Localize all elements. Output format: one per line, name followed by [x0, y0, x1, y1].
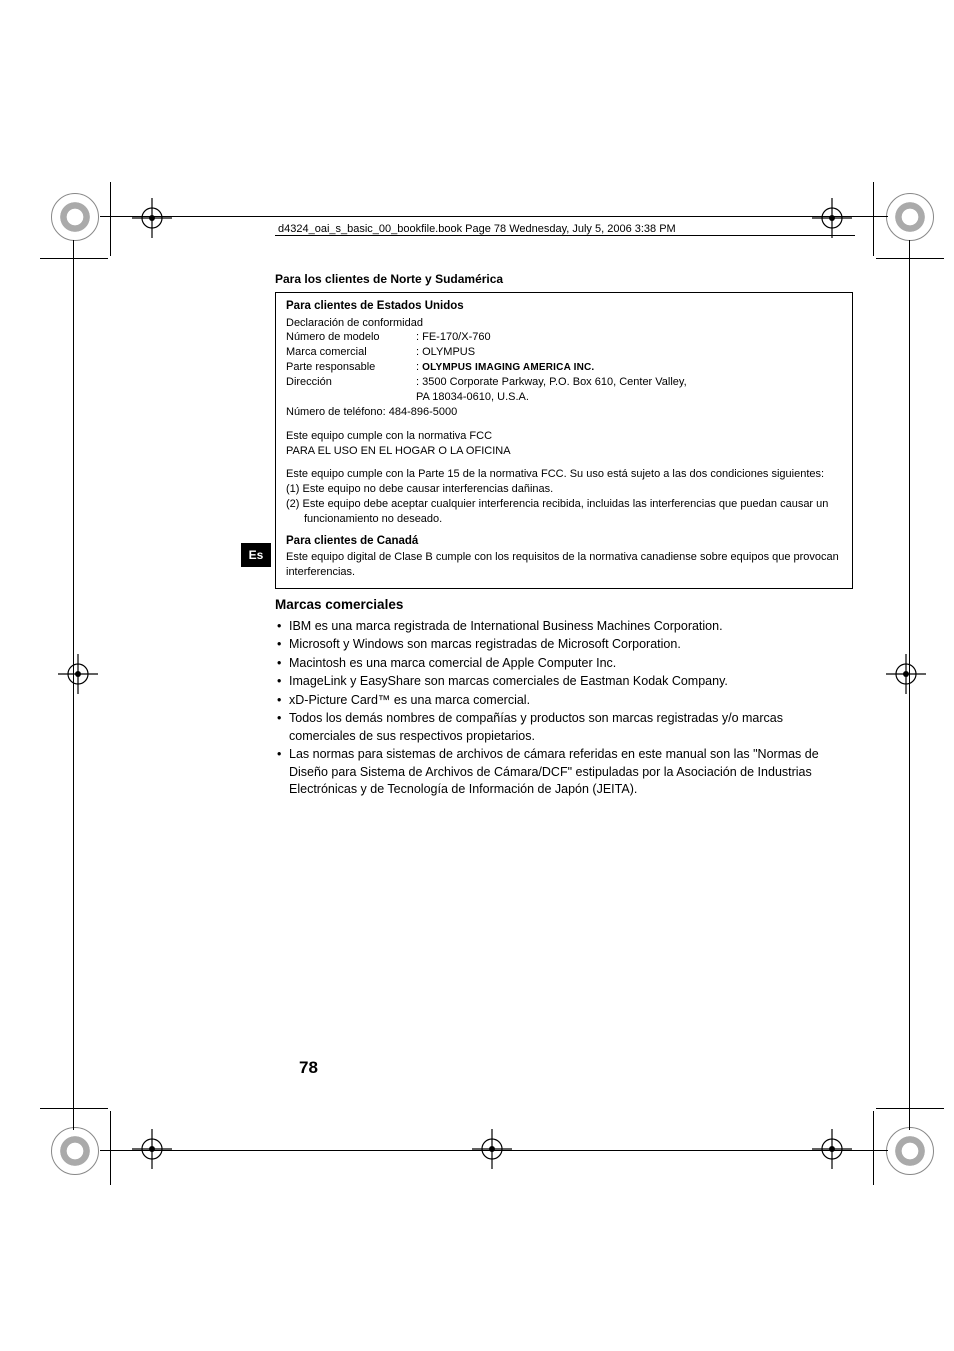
reg-mark-tr2	[810, 196, 854, 240]
us-title: Para clientes de Estados Unidos	[286, 299, 842, 315]
tick-bl-h	[40, 1108, 108, 1109]
page-content: Para los clientes de Norte y Sudamérica …	[275, 272, 853, 800]
frame-top	[100, 216, 888, 217]
tick-tl-h	[40, 258, 108, 259]
reg-mark-left	[56, 652, 100, 696]
trademarks-item: Las normas para sistemas de archivos de …	[289, 746, 853, 799]
corner-mark-tr	[886, 193, 934, 241]
reg-mark-tl2	[130, 196, 174, 240]
condition-2: (2) Este equipo debe aceptar cualquier i…	[286, 497, 842, 527]
trademarks-item: IBM es una marca registrada de Internati…	[289, 618, 853, 636]
part15-intro: Este equipo cumple con la Parte 15 de la…	[286, 467, 842, 482]
fcc-line2: PARA EL USO EN EL HOGAR O LA OFICINA	[286, 444, 842, 459]
section-title: Para los clientes de Norte y Sudamérica	[275, 272, 853, 286]
brand-label: Marca comercial	[286, 345, 416, 360]
address-value: : 3500 Corporate Parkway, P.O. Box 610, …	[416, 375, 842, 405]
condition-1: (1) Este equipo no debe causar interfere…	[286, 482, 842, 497]
responsible-value: : OLYMPUS IMAGING AMERICA INC.	[416, 360, 842, 375]
tick-tl-v	[110, 182, 111, 256]
tick-tr-v	[873, 182, 874, 256]
responsible-label: Parte responsable	[286, 360, 416, 375]
trademarks-item: Microsoft y Windows son marcas registrad…	[289, 636, 853, 654]
declaration: Declaración de conformidad	[286, 316, 842, 331]
model-label: Número de modelo	[286, 330, 416, 345]
language-tab: Es	[241, 543, 271, 567]
fcc-line1: Este equipo cumple con la normativa FCC	[286, 429, 842, 444]
model-row: Número de modelo : FE-170/X-760	[286, 330, 842, 345]
corner-mark-tl	[51, 193, 99, 241]
brand-row: Marca comercial : OLYMPUS	[286, 345, 842, 360]
trademarks-title: Marcas comerciales	[275, 597, 853, 612]
address-label: Dirección	[286, 375, 416, 405]
reg-mark-bc	[470, 1127, 514, 1171]
compliance-box: Para clientes de Estados Unidos Declarac…	[275, 292, 853, 589]
running-header: d4324_oai_s_basic_00_bookfile.book Page …	[278, 223, 680, 235]
canada-title: Para clientes de Canadá	[286, 534, 842, 550]
trademarks-item: Macintosh es una marca comercial de Appl…	[289, 655, 853, 673]
tick-br-h	[876, 1108, 944, 1109]
header-rule	[275, 235, 855, 236]
model-value: : FE-170/X-760	[416, 330, 842, 345]
reg-mark-bl2	[130, 1127, 174, 1171]
trademarks-item: xD-Picture Card™ es una marca comercial.	[289, 692, 853, 710]
trademarks-item: Todos los demás nombres de compañías y p…	[289, 710, 853, 745]
corner-mark-bl	[51, 1127, 99, 1175]
responsible-row: Parte responsable : OLYMPUS IMAGING AMER…	[286, 360, 842, 375]
tick-bl-v	[110, 1111, 111, 1185]
reg-mark-br2	[810, 1127, 854, 1171]
reg-mark-right	[884, 652, 928, 696]
page-number: 78	[299, 1058, 318, 1078]
canada-body: Este equipo digital de Clase B cumple co…	[286, 550, 842, 580]
tick-tr-h	[876, 258, 944, 259]
brand-value: : OLYMPUS	[416, 345, 842, 360]
trademarks-list: IBM es una marca registrada de Internati…	[275, 618, 853, 799]
tick-br-v	[873, 1111, 874, 1185]
address-row: Dirección : 3500 Corporate Parkway, P.O.…	[286, 375, 842, 405]
corner-mark-br	[886, 1127, 934, 1175]
trademarks-item: ImageLink y EasyShare son marcas comerci…	[289, 673, 853, 691]
phone-row: Número de teléfono: 484-896-5000	[286, 405, 842, 420]
